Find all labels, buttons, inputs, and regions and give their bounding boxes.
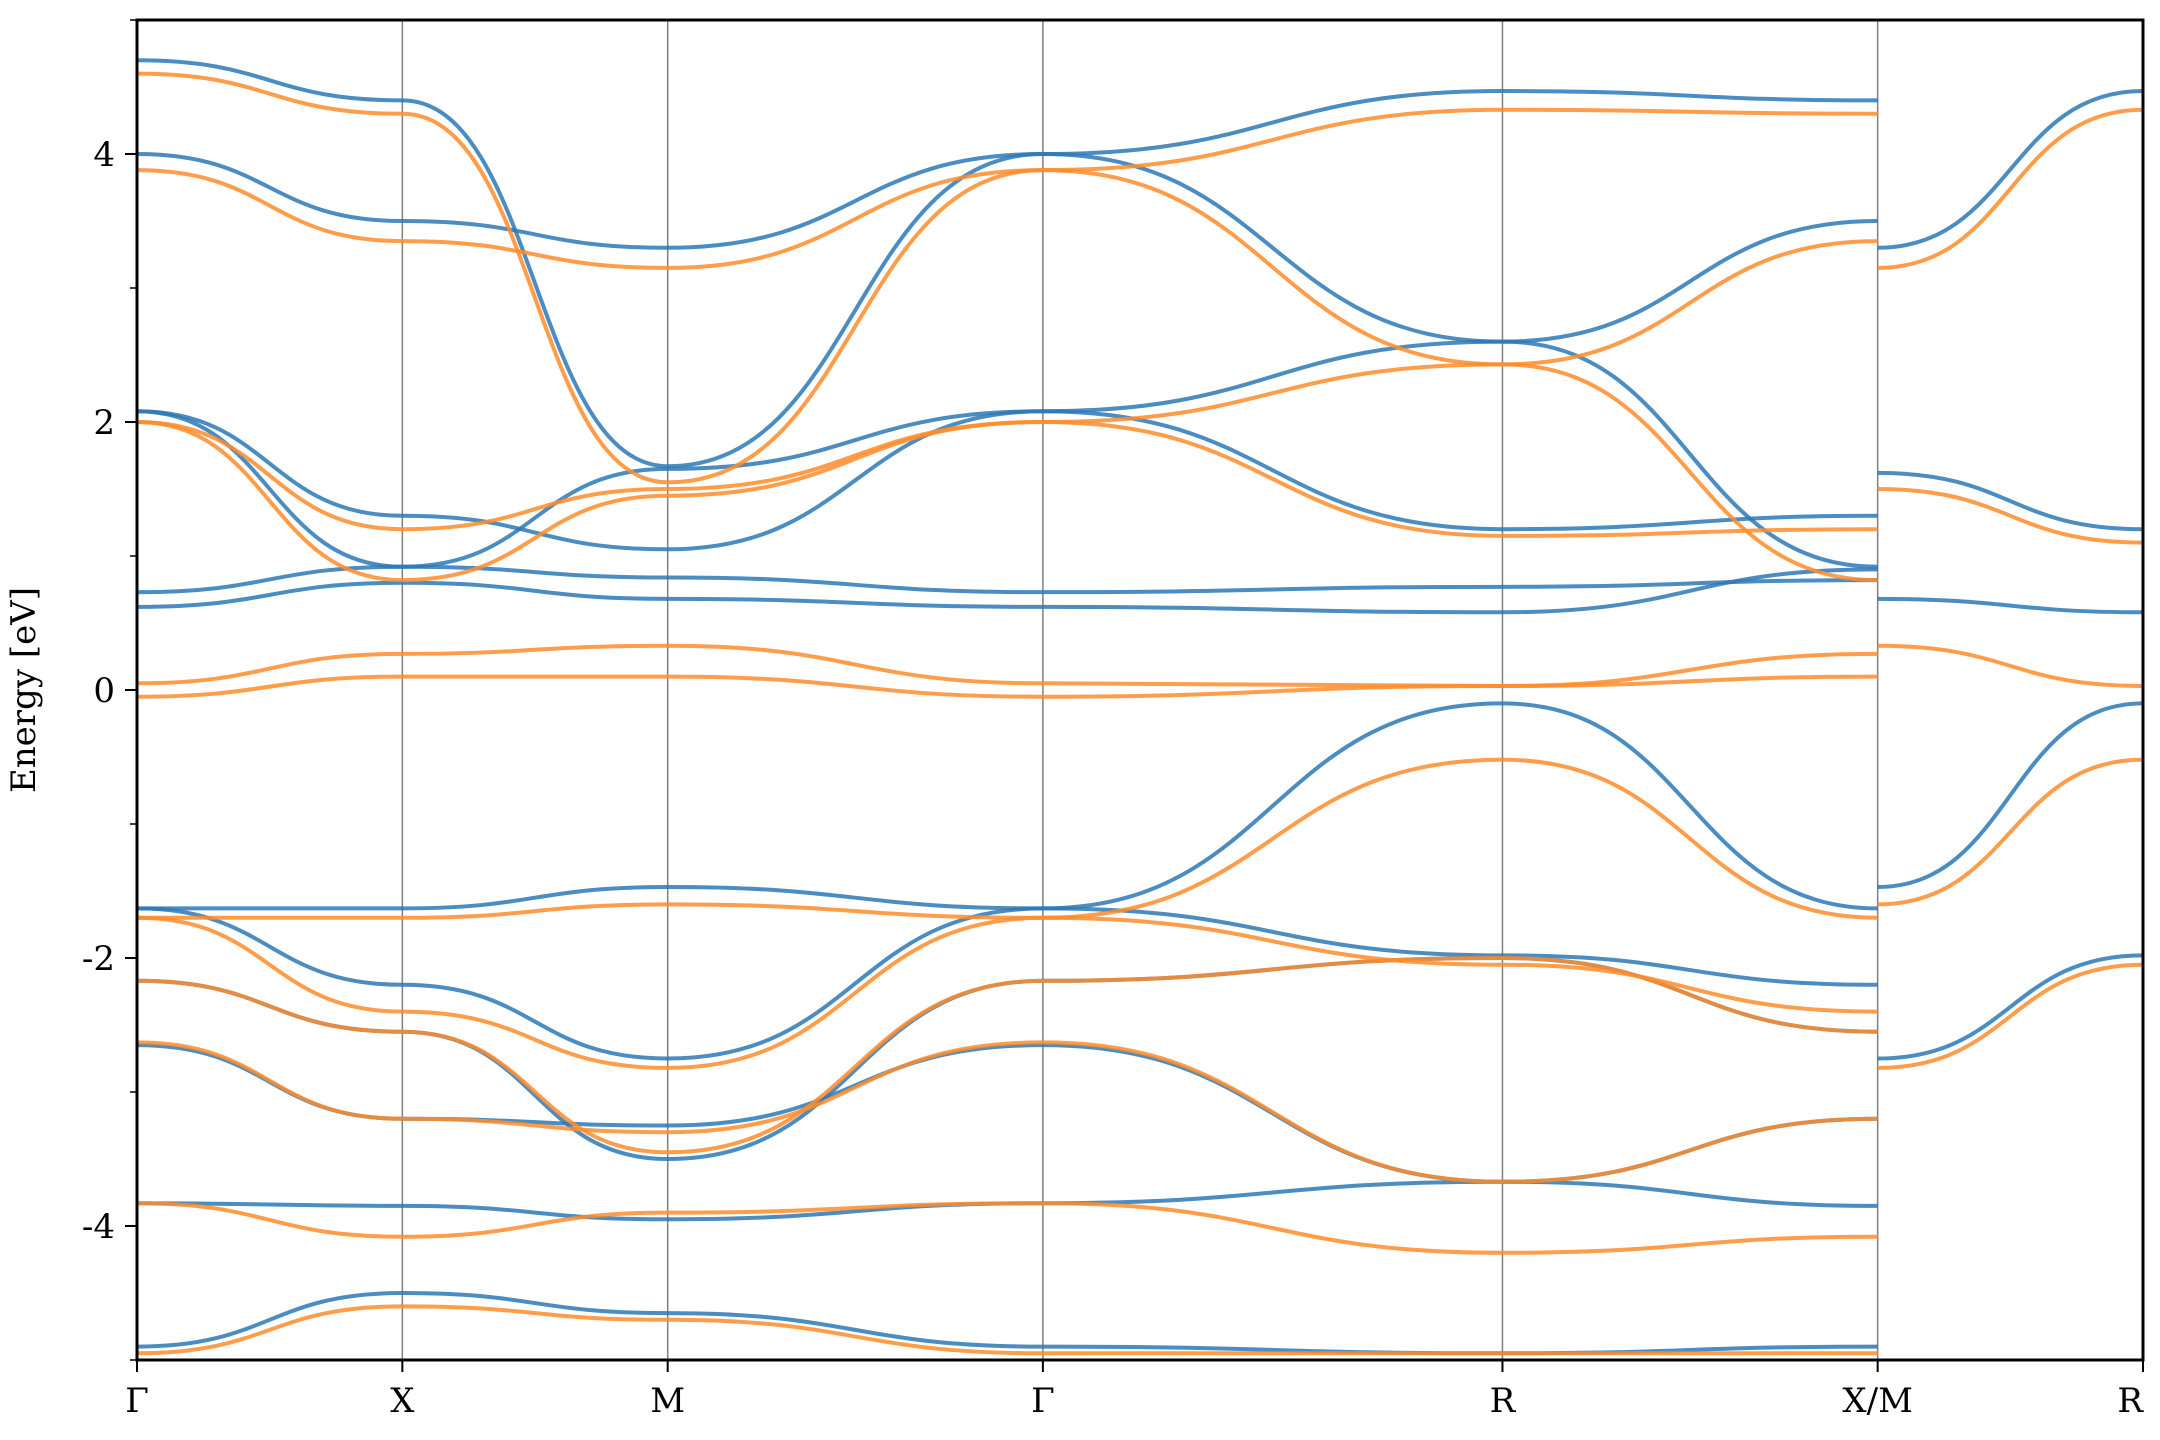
band-line-series_a-12 [1877, 470, 2143, 532]
band-line-series_a-9 [137, 339, 1878, 569]
y-tick-label: 0 [93, 671, 115, 711]
band-line-series_a-0 [137, 1290, 1878, 1356]
x-axis-ticks: Γ X M Γ R X/M R [125, 1360, 2144, 1421]
band-line-series_b-14 [1877, 757, 2143, 907]
band-line-series_b-3 [137, 955, 1878, 1155]
y-axis-label: Energy [eV] [4, 587, 44, 793]
band-line-series_b-5 [137, 757, 1878, 920]
band-line-series_a-14 [1877, 701, 2143, 889]
band-line-series_b-8 [137, 419, 1878, 538]
band-line-series_a-7 [137, 564, 1878, 595]
band-line-series_a-3 [137, 955, 1878, 1162]
band-line-series_b-2 [137, 1040, 1878, 1184]
band-line-series_a-15 [1877, 953, 2143, 1061]
band-line-series_a-10 [137, 151, 1878, 344]
band-line-series_b-9 [137, 362, 1878, 583]
band-line-series_a-11 [137, 58, 1878, 469]
band-line-series_b-11 [137, 71, 1878, 485]
band-line-series_b-0 [137, 1304, 1878, 1356]
band-line-series_a-4 [137, 906, 1878, 1061]
band-line-series_b-12 [1877, 487, 2143, 545]
band-line-series_a-6 [137, 567, 1878, 615]
band-line-series_a-8 [137, 409, 1878, 552]
band-line-series_b-10 [137, 168, 1878, 367]
band-line-series_b-13 [1877, 107, 2143, 270]
x-tick-label: X/M [1842, 1381, 1912, 1421]
band-line-series_a-5 [137, 701, 1878, 911]
band-line-series_b-15 [1877, 962, 2143, 1070]
band-line-series_a-16 [1877, 596, 2143, 615]
band-line-series_a-1 [137, 1179, 1878, 1222]
x-tick-label: R [1490, 1381, 1517, 1421]
high-symmetry-lines [401, 20, 1879, 1360]
x-tick-label: M [650, 1381, 685, 1421]
x-tick-label: Γ [125, 1381, 149, 1421]
y-tick-label: 4 [93, 135, 115, 175]
band-line-series_b-16 [1877, 643, 2143, 688]
y-tick-label: -2 [82, 939, 115, 979]
band-lines [137, 58, 2143, 1356]
y-axis-ticks: 4 2 0 -2 -4 [82, 19, 137, 1361]
x-tick-label: Γ [1031, 1381, 1055, 1421]
band-line-series_b-7 [137, 643, 1878, 688]
band-line-series_b-1 [137, 1201, 1878, 1255]
y-tick-label: -4 [82, 1207, 115, 1247]
x-tick-label: R [2117, 1381, 2144, 1421]
band-line-series_b-4 [137, 915, 1878, 1070]
y-tick-label: 2 [93, 403, 115, 443]
band-line-series_a-2 [137, 1043, 1878, 1184]
band-line-series_a-13 [1877, 89, 2143, 250]
x-tick-label: X [390, 1381, 415, 1421]
